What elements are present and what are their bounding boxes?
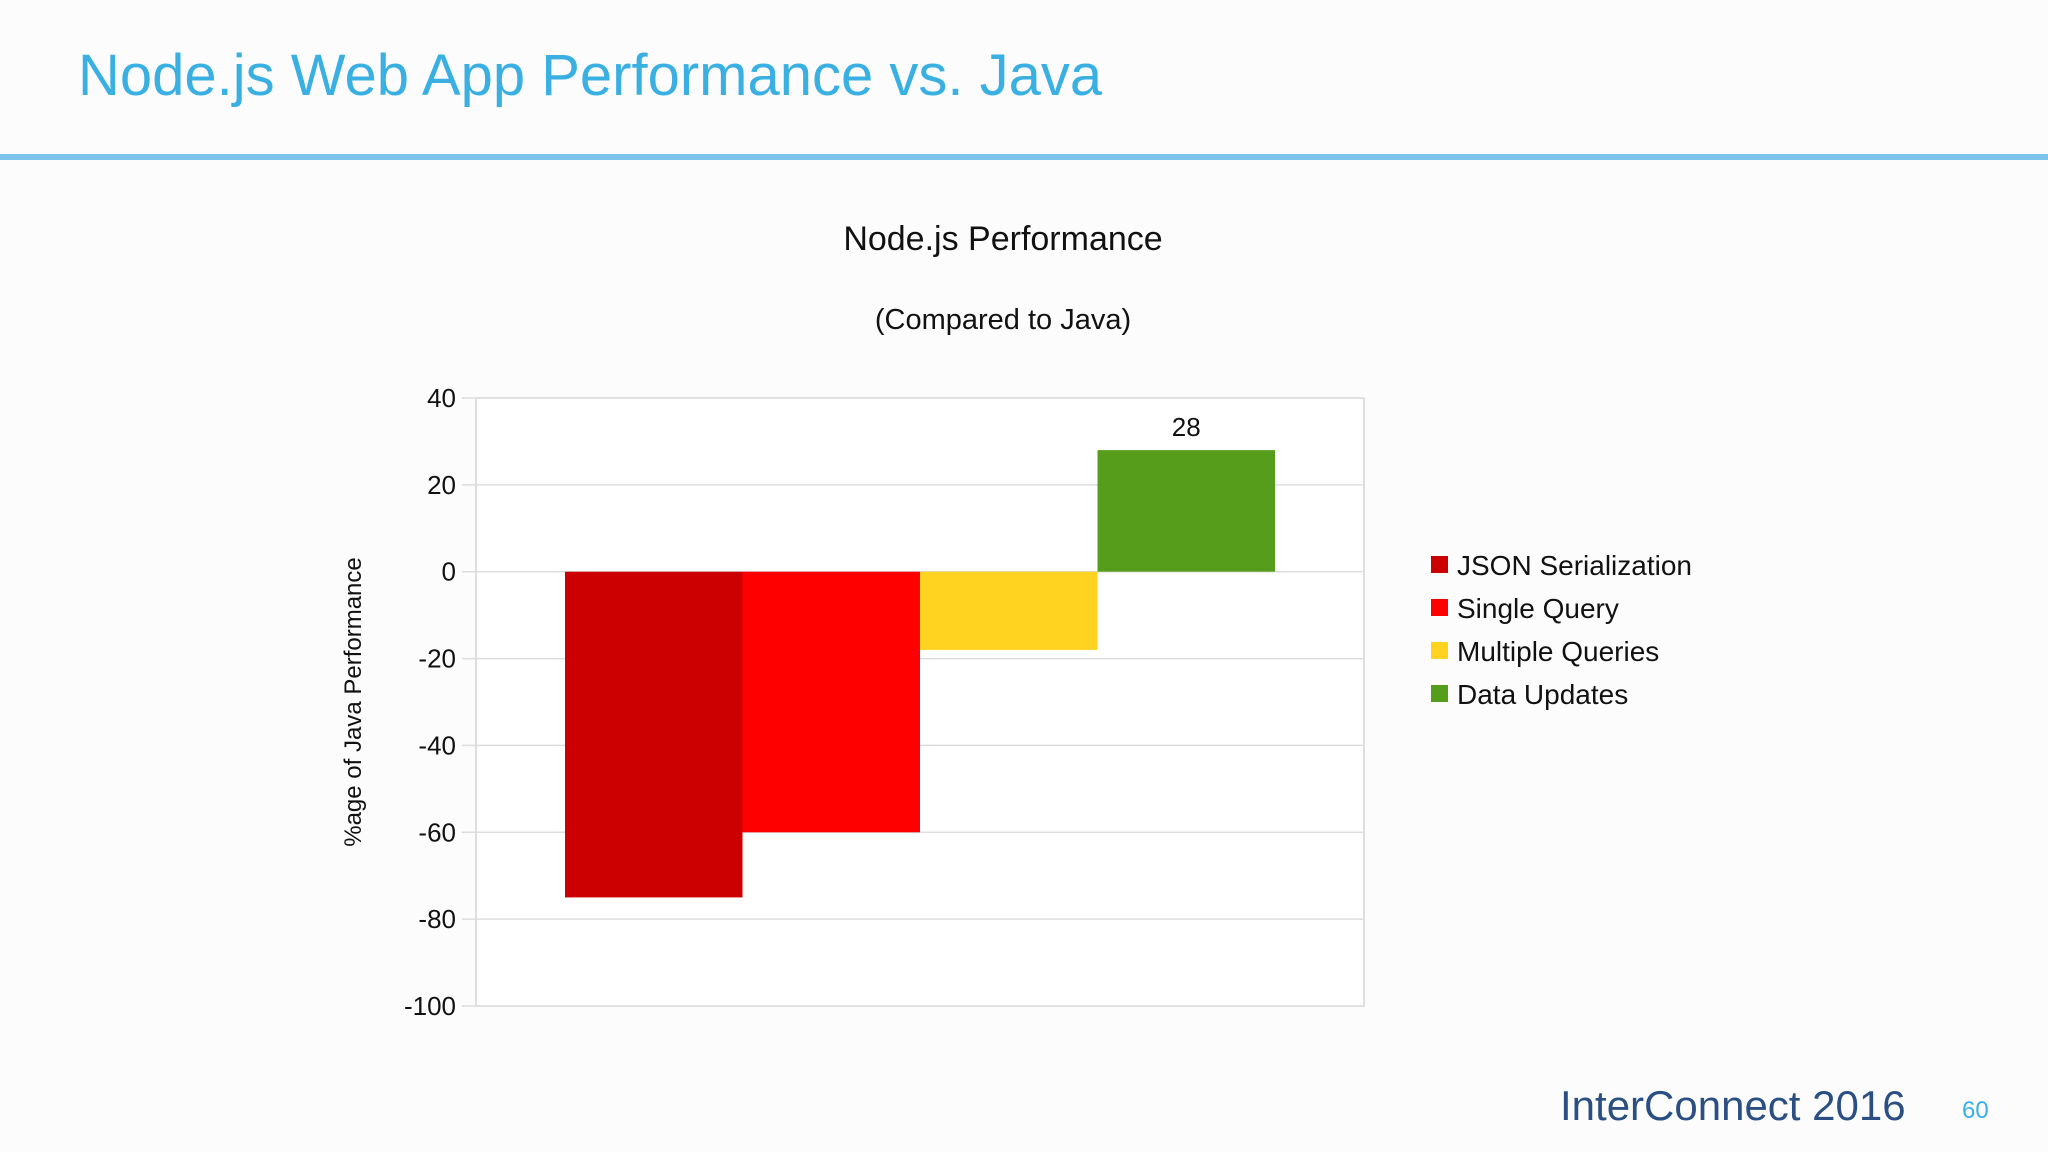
legend-label: Single Query (1457, 593, 1619, 624)
y-tick-label: 40 (427, 383, 456, 413)
chart-subtitle: (Compared to Java) (875, 304, 1131, 336)
legend: JSON Serialization Single Query Multiple Q… (1431, 550, 1692, 710)
title-divider (0, 154, 2048, 160)
slide-title: Node.js Web App Performance vs. Java (78, 43, 1103, 108)
legend-label: Data Updates (1457, 679, 1628, 710)
y-tick-label: 20 (427, 470, 456, 500)
legend-label: JSON Serialization (1457, 550, 1692, 581)
chart-title: Node.js Performance (843, 220, 1162, 258)
legend-swatch (1431, 556, 1448, 573)
legend-label: Multiple Queries (1457, 636, 1659, 667)
brand-logo-text: InterConnect 2016 (1560, 1082, 1906, 1129)
y-tick-label: -20 (418, 644, 456, 674)
bar-multiple-queries (920, 571, 1098, 650)
legend-swatch (1431, 685, 1448, 702)
y-tick-label: 0 (442, 557, 456, 587)
legend-swatch (1431, 642, 1448, 659)
y-tick-label: -60 (418, 817, 456, 847)
bars (565, 450, 1275, 898)
bar-data-updates (1097, 450, 1275, 572)
page-number: 60 (1962, 1097, 1989, 1124)
y-tick-label: -40 (418, 730, 456, 760)
legend-swatch (1431, 599, 1448, 616)
y-tick-label: -80 (418, 904, 456, 934)
y-tick-labels: 40 20 0 -20 -40 -60 -80 -100 (404, 383, 456, 1021)
data-labels: 28 (1172, 412, 1201, 442)
bar-json-serialization (565, 571, 743, 898)
data-label: 28 (1172, 412, 1201, 442)
y-axis-label: %age of Java Performance (340, 557, 367, 847)
bar-single-query (742, 571, 920, 833)
y-tick-label: -100 (404, 991, 456, 1021)
